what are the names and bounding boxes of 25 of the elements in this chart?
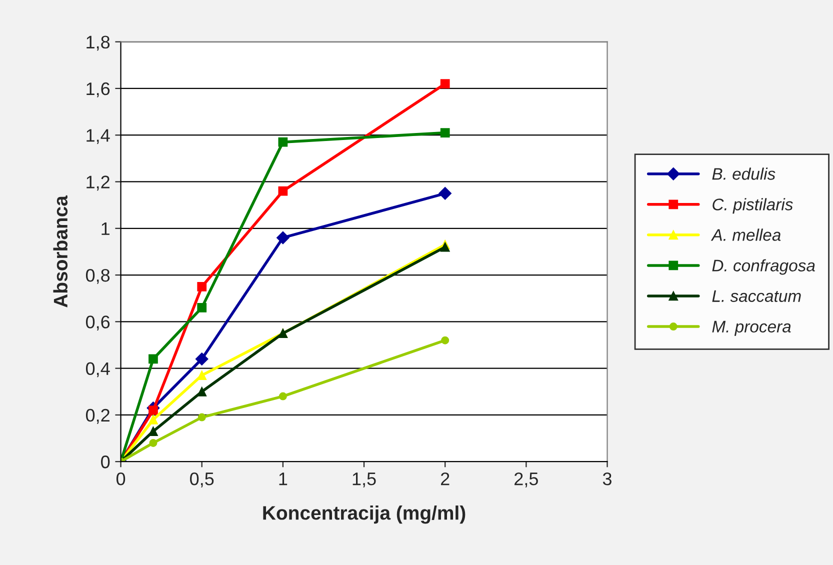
- y-tick-label: 0,6: [86, 316, 110, 331]
- y-tick-label: 1,4: [86, 129, 110, 144]
- y-tick-label: 0,4: [86, 362, 110, 378]
- y-tick-label: 1: [102, 222, 110, 235]
- y-tick-label: 0,2: [86, 408, 110, 424]
- x-tick-label: 2: [440, 472, 450, 486]
- legend-label: L. saccatum: [712, 290, 801, 302]
- y-tick-label: 1,6: [86, 82, 110, 98]
- x-tick-label: 0: [116, 472, 126, 486]
- x-tick-label: 2,5: [514, 472, 538, 488]
- x-tick-label: 1,5: [352, 472, 376, 488]
- legend-label: C. pistilaris: [712, 198, 793, 214]
- y-tick-label: 0,8: [86, 268, 110, 284]
- x-tick-label: 0,5: [190, 472, 214, 488]
- legend-label: D. confragosa: [712, 259, 815, 275]
- y-tick-label: 0: [101, 456, 110, 468]
- legend-label: B. edulis: [712, 168, 776, 180]
- legend-label: A. mellea: [710, 228, 781, 241]
- y-tick-label: 1,8: [86, 36, 110, 51]
- x-tick-label: 3: [602, 472, 612, 486]
- x-tick-label: 1: [279, 472, 288, 486]
- x-axis-title: Koncentracija (mg/ml): [263, 506, 466, 524]
- y-tick-label: 1,2: [86, 176, 110, 191]
- y-axis-title: Absorbanca: [53, 195, 68, 308]
- legend-label: M. procera: [712, 320, 791, 336]
